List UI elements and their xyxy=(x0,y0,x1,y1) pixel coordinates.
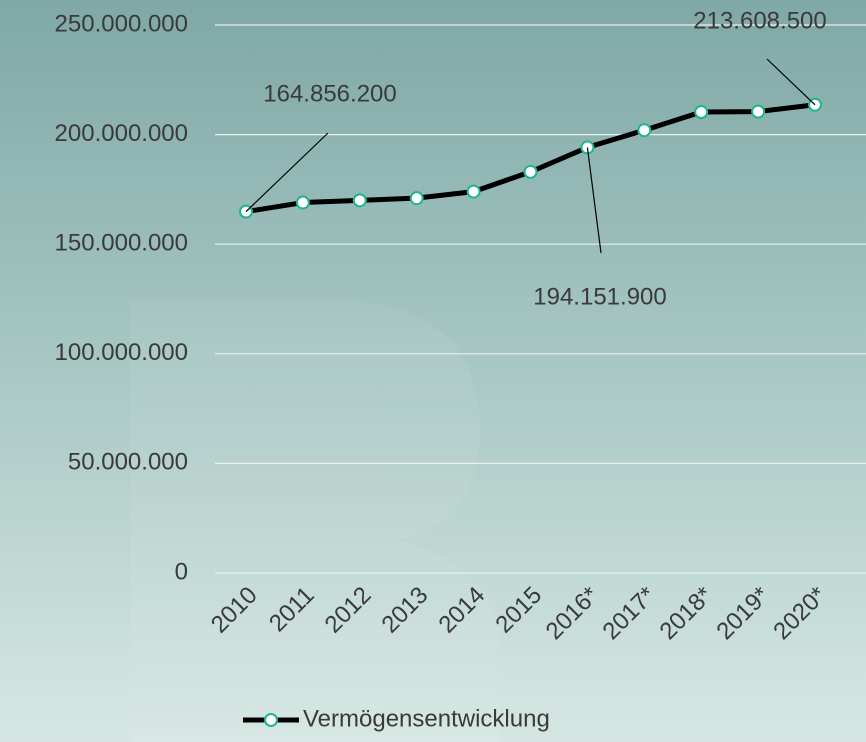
y-tick-label: 150.000.000 xyxy=(55,230,188,257)
data-label: 213.608.500 xyxy=(693,7,826,34)
y-tick-label: 50.000.000 xyxy=(68,449,188,476)
data-label: 164.856.200 xyxy=(263,80,396,107)
data-point xyxy=(409,191,424,206)
data-point xyxy=(466,184,481,199)
data-label: 194.151.900 xyxy=(533,283,666,310)
leader-line xyxy=(586,147,602,254)
data-point xyxy=(352,193,367,208)
leader-line xyxy=(245,132,329,213)
y-tick-label: 250.000.000 xyxy=(55,10,188,37)
data-point xyxy=(751,104,766,119)
data-point xyxy=(637,123,652,138)
watermark xyxy=(130,300,500,742)
legend-marker xyxy=(264,713,278,727)
leader-line xyxy=(766,58,816,106)
y-tick-label: 0 xyxy=(175,558,188,585)
y-tick-label: 200.000.000 xyxy=(55,120,188,147)
y-tick-label: 100.000.000 xyxy=(55,339,188,366)
data-point xyxy=(523,164,538,179)
data-point xyxy=(295,195,310,210)
data-point xyxy=(694,105,709,120)
legend-label: Vermögensentwicklung xyxy=(303,705,550,732)
